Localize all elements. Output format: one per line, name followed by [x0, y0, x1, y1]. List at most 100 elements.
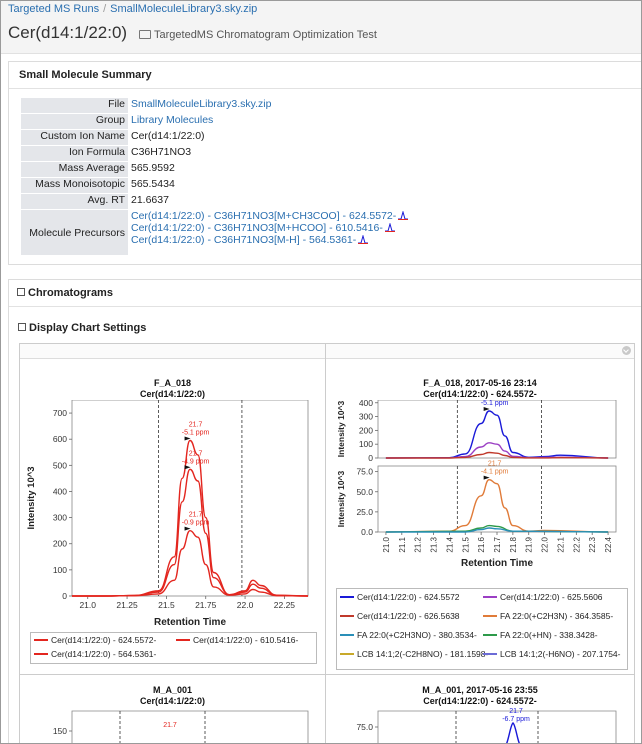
legend-swatch: [340, 615, 354, 617]
x-tick-label: 22.0: [237, 600, 254, 610]
x-tick-label: 22.1: [556, 536, 565, 552]
y-tick-label: 25.0: [356, 507, 373, 517]
x-tick-label: 21.0: [382, 536, 391, 552]
legend-label: Cer(d14:1/22:0) - 624.5572-: [51, 635, 157, 645]
chart-3-title: M_A_001: [152, 685, 193, 695]
y-tick-label: 500: [53, 460, 67, 470]
legend-item: LCB 14:1;2(-H6NO) - 207.1754-: [483, 649, 620, 659]
series-line: [72, 529, 309, 597]
summary-text: 21.6637: [131, 193, 169, 206]
y-tick-label: 0: [368, 453, 373, 463]
legend-item: LCB 14:1;2(-C2H8NO) - 181.1598-: [340, 649, 488, 659]
display-chart-settings-label: Display Chart Settings: [29, 322, 147, 334]
summary-value: 565.9592: [128, 162, 408, 178]
page-header: Targeted MS Runs / SmallMoleculeLibrary3.s…: [1, 1, 641, 54]
legend-item: FA 22:0(+C2H3N) - 364.3585-: [483, 611, 613, 621]
summary-key: Ion Formula: [21, 145, 128, 162]
chart-1-svg[interactable]: 0 100 200 300 400 500 600 700 21.0 21.25 21.5 21.75…: [20, 400, 325, 662]
precursor-link[interactable]: Cer(d14:1/22:0) - C36H71NO3[M-H] - 564.5…: [131, 233, 357, 246]
legend-swatch: [340, 634, 354, 636]
plot-area: [377, 710, 617, 743]
peak-rt-label: 21.7: [189, 512, 203, 519]
summary-row: Group Library Molecules: [21, 113, 408, 130]
breadcrumb-separator: /: [103, 3, 107, 15]
legend-item: Cer(d14:1/22:0) - 625.5606: [483, 592, 603, 602]
plot-area: [377, 400, 617, 459]
chart-cell-1: F_A_018 Cer(d14:1/22:0) 0 100 200 300 400 500…: [20, 344, 326, 675]
legend-swatch: [483, 596, 497, 598]
y-tick-label: 600: [53, 434, 67, 444]
summary-row: Molecule Precursors Cer(d14:1/22:0) - C36…: [21, 209, 409, 256]
legend-item: Cer(d14:1/22:0) - 624.5572: [340, 592, 460, 602]
chart-1-subtitle: Cer(d14:1/22:0): [139, 389, 206, 399]
y-tick-label: 300: [53, 513, 67, 523]
precursor-link[interactable]: Cer(d14:1/22:0) - C36H71NO3[M+HCOO] - 61…: [131, 221, 383, 234]
peak-icon[interactable]: [398, 210, 409, 220]
legend-item: Cer(d14:1/22:0) - 626.5638: [340, 611, 460, 621]
breadcrumb-file[interactable]: SmallMoleculeLibrary3.sky.zip: [110, 3, 258, 15]
chevron-down-icon[interactable]: [622, 346, 631, 355]
legend-label: Cer(d14:1/22:0) - 624.5572: [357, 592, 460, 602]
legend-label: LCB 14:1;2(-C2H8NO) - 181.1598-: [357, 649, 489, 659]
peak-ppm-label: -4.9 ppm: [182, 458, 210, 465]
y-tick-label: 400: [53, 486, 67, 496]
plot-area: [71, 400, 309, 597]
chart-4-svg[interactable]: 75.050.021.7-6.7 ppm: [326, 707, 634, 744]
peak-marker: [184, 526, 191, 531]
peak-ppm-label: -4.1 ppm: [481, 469, 509, 476]
summary-key: File: [21, 98, 128, 114]
x-tick-label: 22.25: [274, 600, 296, 610]
legend-item: FA 22:0(+C2H3NO) - 380.3534-: [340, 630, 477, 640]
legend-label: Cer(d14:1/22:0) - 610.5416-: [193, 635, 299, 645]
display-chart-settings-toggle[interactable]: Display Chart Settings: [18, 322, 146, 334]
y-tick-label: 200: [53, 539, 67, 549]
summary-key: Mass Monoisotopic: [21, 177, 128, 194]
summary-row: Ion Formula C36H71NO3: [21, 145, 408, 162]
summary-value: C36H71NO3: [128, 146, 408, 162]
x-axis-title: Retention Time: [461, 558, 533, 569]
summary-link[interactable]: Cer(d14:1/22:0) - C36H71NO3[M+CH3COO] - …: [131, 209, 397, 222]
summary-table: File SmallMoleculeLibrary3.sky.zip Group Li…: [21, 98, 409, 256]
summary-heading: Small Molecule Summary: [9, 62, 641, 89]
x-tick-label: 21.5: [461, 536, 470, 552]
collapse-icon[interactable]: [17, 288, 25, 296]
x-tick-label: 22.2: [572, 536, 581, 552]
folder-icon: [139, 30, 151, 39]
expand-icon[interactable]: [18, 323, 26, 331]
peak-rt-label: 21.7: [189, 450, 203, 457]
peak-ppm-label: -5.1 ppm: [481, 400, 509, 407]
x-tick-label: 21.6: [477, 536, 486, 552]
peak-icon[interactable]: [358, 234, 369, 244]
x-axis-title: Retention Time: [154, 617, 226, 628]
y-tick-label: 150: [53, 726, 67, 736]
chart-cell-header: [326, 344, 634, 359]
summary-key: Molecule Precursors: [21, 209, 128, 256]
chromatograms-header[interactable]: Chromatograms: [9, 280, 641, 307]
chart-2-title: F_A_018, 2017-05-16 23:14: [423, 378, 537, 388]
x-tick-label: 21.0: [79, 600, 96, 610]
breadcrumb: Targeted MS Runs / SmallMoleculeLibrary3.s…: [8, 3, 257, 15]
summary-key: Custom Ion Name: [21, 129, 128, 146]
peak-marker: [483, 407, 490, 412]
peak-marker: [483, 475, 490, 480]
summary-link[interactable]: Library Molecules: [131, 113, 214, 126]
legend-label: Cer(d14:1/22:0) - 626.5638: [357, 611, 460, 621]
x-tick-label: 21.5: [158, 600, 175, 610]
x-tick-label: 21.25: [116, 600, 138, 610]
y-axis-title: Intensity 10^3: [26, 466, 37, 529]
summary-row: Custom Ion Name Cer(d14:1/22:0): [21, 129, 408, 146]
breadcrumb-targeted-ms-runs[interactable]: Targeted MS Runs: [8, 3, 100, 15]
legend-swatch: [340, 596, 354, 598]
legend-label: FA 22:0(+C2H3NO) - 380.3534-: [357, 630, 477, 640]
chart-3-svg[interactable]: 150 21.7: [20, 707, 325, 744]
summary-link[interactable]: SmallMoleculeLibrary3.sky.zip: [131, 98, 272, 110]
chart-3-subtitle: Cer(d14:1/22:0): [139, 696, 206, 706]
y-axis-title: Intensity 10^3: [336, 401, 346, 458]
x-tick-label: 21.9: [525, 536, 534, 552]
x-tick-label: 22.0: [541, 536, 550, 552]
y-tick-label: 200: [359, 425, 373, 435]
peak-icon[interactable]: [384, 222, 395, 232]
legend-swatch: [34, 639, 48, 641]
x-tick-label: 22.3: [588, 536, 597, 552]
chart-2-svg[interactable]: 0 100 200 300 400 21.7 -5.1 ppm 0.0 25.0 50.0 75.0…: [326, 400, 634, 590]
